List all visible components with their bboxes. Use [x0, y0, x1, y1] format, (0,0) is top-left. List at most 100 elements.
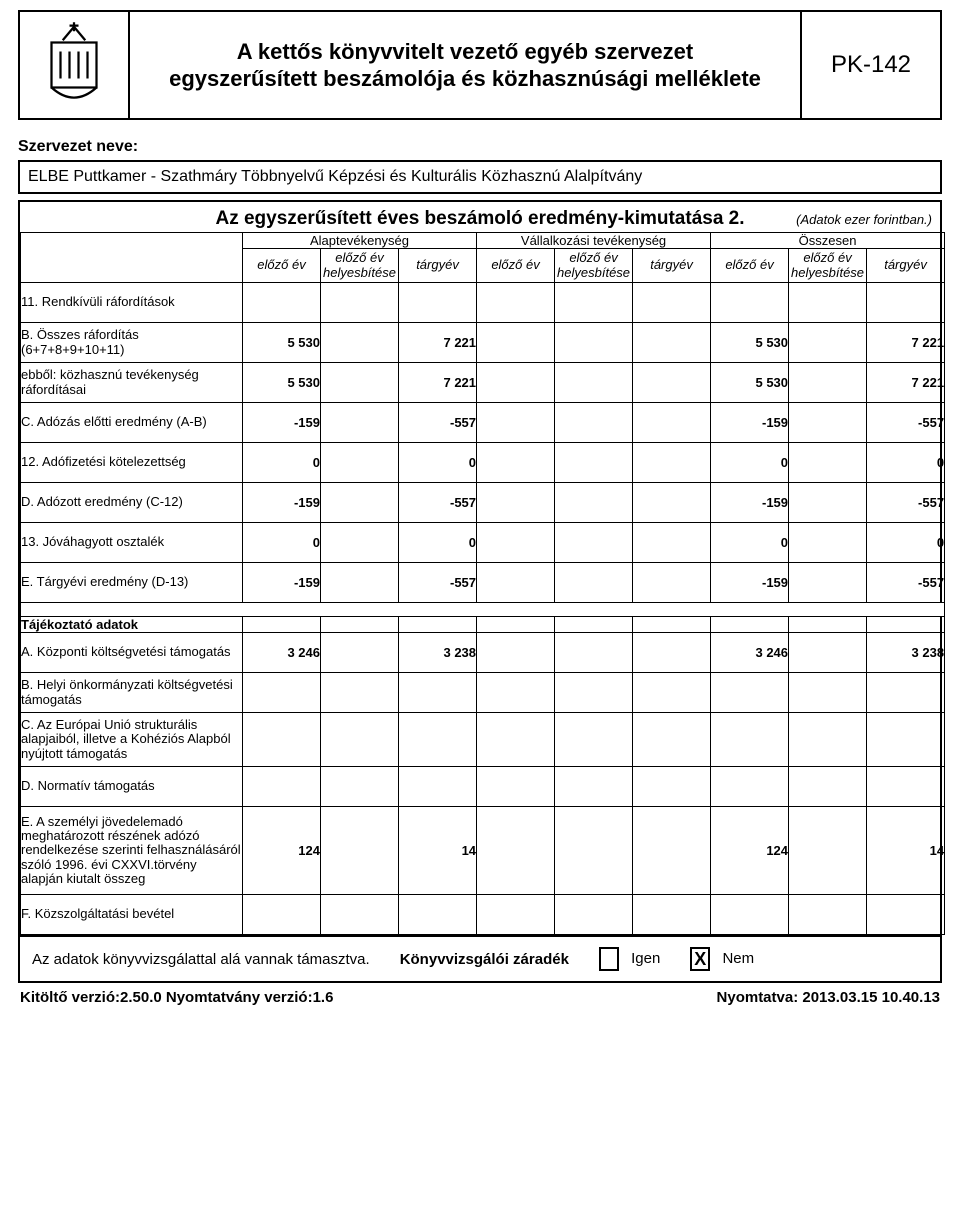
- form-title: A kettős könyvvitelt vezető egyéb szerve…: [130, 12, 800, 118]
- cell-value: [399, 283, 477, 323]
- cell-value: [321, 283, 399, 323]
- row-label: D. Adózott eredmény (C-12): [21, 483, 243, 523]
- cell-value: [321, 633, 399, 673]
- cell-value: -557: [867, 483, 945, 523]
- cell-value: [477, 895, 555, 935]
- subcol: tárgyév: [399, 249, 477, 283]
- cell-value: [243, 283, 321, 323]
- cell-value: [867, 283, 945, 323]
- cell-value: [477, 767, 555, 807]
- cell-value: [477, 523, 555, 563]
- row-label: B. Helyi önkormányzati költségvetési tám…: [21, 673, 243, 713]
- cell-value: [321, 443, 399, 483]
- cell-value: [243, 767, 321, 807]
- cell-value: [789, 563, 867, 603]
- auditor-no-option[interactable]: X Nem: [690, 947, 754, 971]
- cell-value: [321, 323, 399, 363]
- cell-value: -557: [399, 563, 477, 603]
- cell-value: 3 246: [243, 633, 321, 673]
- cell-value: 0: [711, 443, 789, 483]
- cell-value: 0: [243, 523, 321, 563]
- cell-value: [789, 523, 867, 563]
- subcol: előző évhelyesbítése: [789, 249, 867, 283]
- org-label: Szervezet neve:: [18, 138, 942, 156]
- row-label: E. A személyi jövedelemadó meghatározott…: [21, 807, 243, 895]
- cell-value: [555, 807, 633, 895]
- cell-value: [477, 483, 555, 523]
- cell-value: -557: [867, 403, 945, 443]
- footer-printed: Nyomtatva: 2013.03.15 10.40.13: [717, 989, 940, 1006]
- cell-value: [633, 767, 711, 807]
- cell-value: [399, 767, 477, 807]
- form-header: A kettős könyvvitelt vezető egyéb szerve…: [18, 10, 942, 120]
- cell-value: 3 238: [399, 633, 477, 673]
- cell-value: [321, 767, 399, 807]
- cell-value: [555, 767, 633, 807]
- cell-value: [477, 807, 555, 895]
- form-code: PK-142: [800, 12, 940, 118]
- cell-value: [867, 713, 945, 767]
- cell-value: [633, 283, 711, 323]
- cell-value: 7 221: [867, 323, 945, 363]
- cell-value: [399, 713, 477, 767]
- cell-value: 7 221: [399, 323, 477, 363]
- cell-value: [867, 673, 945, 713]
- cell-value: 0: [867, 523, 945, 563]
- cell-value: -159: [243, 403, 321, 443]
- subcol: előző év: [711, 249, 789, 283]
- cell-value: [555, 283, 633, 323]
- cell-value: -159: [243, 563, 321, 603]
- colgroup-b: Vállalkozási tevékenység: [477, 233, 711, 249]
- subcol: tárgyév: [867, 249, 945, 283]
- cell-value: [477, 323, 555, 363]
- cell-value: -159: [711, 563, 789, 603]
- cell-value: [477, 403, 555, 443]
- row-label: E. Tárgyévi eredmény (D-13): [21, 563, 243, 603]
- row-label: 13. Jóváhagyott osztalék: [21, 523, 243, 563]
- cell-value: [633, 523, 711, 563]
- cell-value: [555, 563, 633, 603]
- subcol: előző évhelyesbítése: [555, 249, 633, 283]
- cell-value: 14: [399, 807, 477, 895]
- cell-value: [789, 363, 867, 403]
- cell-value: [633, 323, 711, 363]
- cell-value: -159: [711, 483, 789, 523]
- cell-value: [789, 443, 867, 483]
- cell-value: [321, 713, 399, 767]
- cell-value: [555, 443, 633, 483]
- row-label: C. Adózás előtti eredmény (A-B): [21, 403, 243, 443]
- cell-value: 124: [243, 807, 321, 895]
- org-name: ELBE Puttkamer - Szathmáry Többnyelvű Ké…: [18, 160, 942, 194]
- auditor-heading: Könyvvizsgálói záradék: [400, 951, 569, 968]
- cell-value: [555, 633, 633, 673]
- cell-value: [789, 767, 867, 807]
- cell-value: [555, 713, 633, 767]
- footer: Kitöltő verzió:2.50.0 Nyomtatvány verzió…: [18, 983, 942, 1006]
- cell-value: [477, 673, 555, 713]
- cell-value: [399, 895, 477, 935]
- cell-value: 0: [399, 443, 477, 483]
- cell-value: 0: [243, 443, 321, 483]
- cell-value: [633, 807, 711, 895]
- cell-value: [633, 673, 711, 713]
- row-label: C. Az Európai Unió strukturális alapjaib…: [21, 713, 243, 767]
- cell-value: [477, 633, 555, 673]
- cell-value: [399, 673, 477, 713]
- cell-value: [555, 323, 633, 363]
- cell-value: [711, 673, 789, 713]
- cell-value: [555, 403, 633, 443]
- cell-value: [789, 673, 867, 713]
- auditor-yes-option[interactable]: Igen: [599, 947, 660, 971]
- coat-of-arms-icon: [20, 12, 130, 118]
- cell-value: [555, 363, 633, 403]
- cell-value: [789, 283, 867, 323]
- cell-value: [789, 323, 867, 363]
- cell-value: [477, 363, 555, 403]
- cell-value: -159: [711, 403, 789, 443]
- cell-value: [789, 483, 867, 523]
- auditor-statement: Az adatok könyvvizsgálattal alá vannak t…: [32, 951, 370, 968]
- cell-value: 124: [711, 807, 789, 895]
- checkbox-icon: [599, 947, 619, 971]
- cell-value: [555, 523, 633, 563]
- auditor-box: Az adatok könyvvizsgálattal alá vannak t…: [18, 937, 942, 983]
